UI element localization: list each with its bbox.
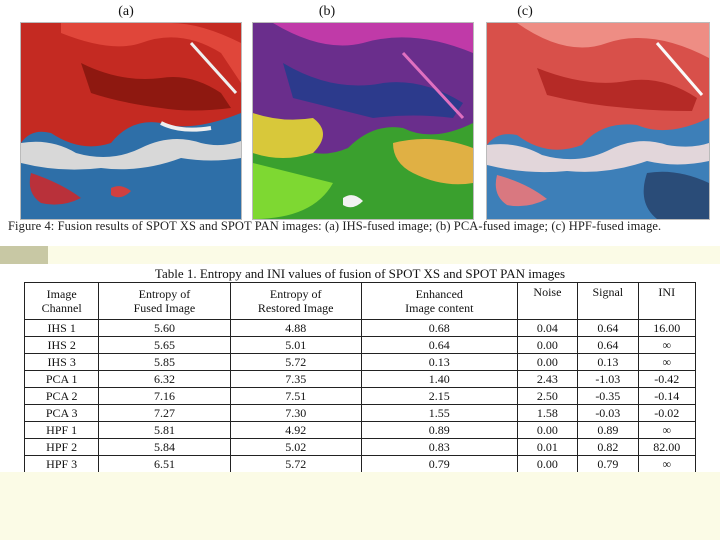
cell-noise: 2.50 — [516, 387, 579, 405]
cell-entropy-restored: 4.92 — [229, 421, 362, 439]
cell-noise: 1.58 — [516, 404, 579, 422]
cell-signal: -0.35 — [577, 387, 639, 405]
table-row: PCA 2 7.16 7.51 2.15 2.50 -0.35 -0.14 — [23, 387, 697, 405]
cell-enhanced: 1.40 — [360, 370, 518, 388]
cell-ini: ∞ — [637, 336, 697, 354]
cell-channel: PCA 3 — [23, 404, 100, 422]
table-row: PCA 3 7.27 7.30 1.55 1.58 -0.03 -0.02 — [23, 404, 697, 422]
cell-ini: ∞ — [637, 455, 697, 473]
cell-entropy-fused: 5.81 — [98, 421, 231, 439]
cell-noise: 2.43 — [516, 370, 579, 388]
cell-enhanced: 1.55 — [360, 404, 518, 422]
cell-entropy-restored: 5.01 — [229, 336, 362, 354]
cell-channel: HPF 1 — [23, 421, 100, 439]
header-signal: Signal — [577, 282, 639, 320]
header-noise: Noise — [516, 282, 579, 320]
cell-ini: 16.00 — [637, 319, 697, 337]
cell-noise: 0.01 — [516, 438, 579, 456]
table-row: IHS 3 5.85 5.72 0.13 0.00 0.13 ∞ — [23, 353, 697, 371]
cell-enhanced: 0.89 — [360, 421, 518, 439]
accent-strip — [48, 246, 720, 264]
cell-signal: 0.13 — [577, 353, 639, 371]
cell-entropy-fused: 5.60 — [98, 319, 231, 337]
cell-entropy-restored: 7.51 — [229, 387, 362, 405]
accent-bar — [0, 246, 48, 264]
header-entropy-restored: Entropy of Restored Image — [229, 282, 362, 320]
panel-label-b: (b) — [318, 4, 336, 19]
cell-channel: HPF 3 — [23, 455, 100, 473]
cell-ini: -0.42 — [637, 370, 697, 388]
cell-entropy-restored: 5.72 — [229, 353, 362, 371]
cell-noise: 0.00 — [516, 455, 579, 473]
table-row: HPF 2 5.84 5.02 0.83 0.01 0.82 82.00 — [23, 438, 697, 456]
cell-entropy-restored: 5.72 — [229, 455, 362, 473]
cell-entropy-fused: 6.32 — [98, 370, 231, 388]
cell-noise: 0.00 — [516, 353, 579, 371]
cell-signal: -1.03 — [577, 370, 639, 388]
header-entropy-fused: Entropy of Fused Image — [98, 282, 231, 320]
cell-entropy-restored: 7.35 — [229, 370, 362, 388]
cell-enhanced: 0.83 — [360, 438, 518, 456]
cell-enhanced: 0.68 — [360, 319, 518, 337]
table-row: PCA 1 6.32 7.35 1.40 2.43 -1.03 -0.42 — [23, 370, 697, 388]
cell-signal: 0.82 — [577, 438, 639, 456]
cell-entropy-fused: 5.65 — [98, 336, 231, 354]
table-header-row: Image Channel Entropy of Fused Image Entro… — [23, 282, 697, 320]
cell-channel: IHS 3 — [23, 353, 100, 371]
cell-entropy-fused: 7.16 — [98, 387, 231, 405]
header-ini: INI — [637, 282, 697, 320]
table-row: IHS 1 5.60 4.88 0.68 0.04 0.64 16.00 — [23, 319, 697, 337]
cell-entropy-fused: 7.27 — [98, 404, 231, 422]
cell-channel: PCA 2 — [23, 387, 100, 405]
header-image-channel: Image Channel — [23, 282, 100, 320]
cell-entropy-fused: 6.51 — [98, 455, 231, 473]
cell-ini: ∞ — [637, 353, 697, 371]
cell-signal: 0.64 — [577, 336, 639, 354]
cell-entropy-fused: 5.85 — [98, 353, 231, 371]
cell-entropy-restored: 5.02 — [229, 438, 362, 456]
entropy-table: Image Channel Entropy of Fused Image Entro… — [23, 282, 697, 473]
cell-entropy-restored: 7.30 — [229, 404, 362, 422]
panel-label-a: (a) — [118, 4, 134, 19]
figure-caption: Figure 4: Fusion results of SPOT XS and … — [8, 219, 662, 233]
cell-entropy-restored: 4.88 — [229, 319, 362, 337]
table-row: HPF 3 6.51 5.72 0.79 0.00 0.79 ∞ — [23, 455, 697, 473]
cell-entropy-fused: 5.84 — [98, 438, 231, 456]
cell-channel: IHS 1 — [23, 319, 100, 337]
cell-signal: 0.79 — [577, 455, 639, 473]
panel-label-c: (c) — [517, 4, 533, 19]
cell-channel: IHS 2 — [23, 336, 100, 354]
pca-fused-image — [252, 22, 474, 220]
cell-ini: ∞ — [637, 421, 697, 439]
cell-enhanced: 0.64 — [360, 336, 518, 354]
ihs-fused-image — [20, 22, 242, 220]
cell-noise: 0.00 — [516, 336, 579, 354]
hpf-fused-image — [486, 22, 710, 220]
cell-enhanced: 2.15 — [360, 387, 518, 405]
cell-signal: 0.89 — [577, 421, 639, 439]
table-row: HPF 1 5.81 4.92 0.89 0.00 0.89 ∞ — [23, 421, 697, 439]
cell-channel: HPF 2 — [23, 438, 100, 456]
cell-ini: 82.00 — [637, 438, 697, 456]
table-title: Table 1. Entropy and INI values of fusio… — [154, 266, 566, 281]
table-row: IHS 2 5.65 5.01 0.64 0.00 0.64 ∞ — [23, 336, 697, 354]
cell-ini: -0.14 — [637, 387, 697, 405]
cell-enhanced: 0.13 — [360, 353, 518, 371]
cell-ini: -0.02 — [637, 404, 697, 422]
bottom-band — [0, 472, 720, 540]
header-enhanced-content: Enhanced Image content — [360, 282, 518, 320]
cell-noise: 0.00 — [516, 421, 579, 439]
cell-signal: -0.03 — [577, 404, 639, 422]
cell-signal: 0.64 — [577, 319, 639, 337]
cell-enhanced: 0.79 — [360, 455, 518, 473]
cell-noise: 0.04 — [516, 319, 579, 337]
cell-channel: PCA 1 — [23, 370, 100, 388]
